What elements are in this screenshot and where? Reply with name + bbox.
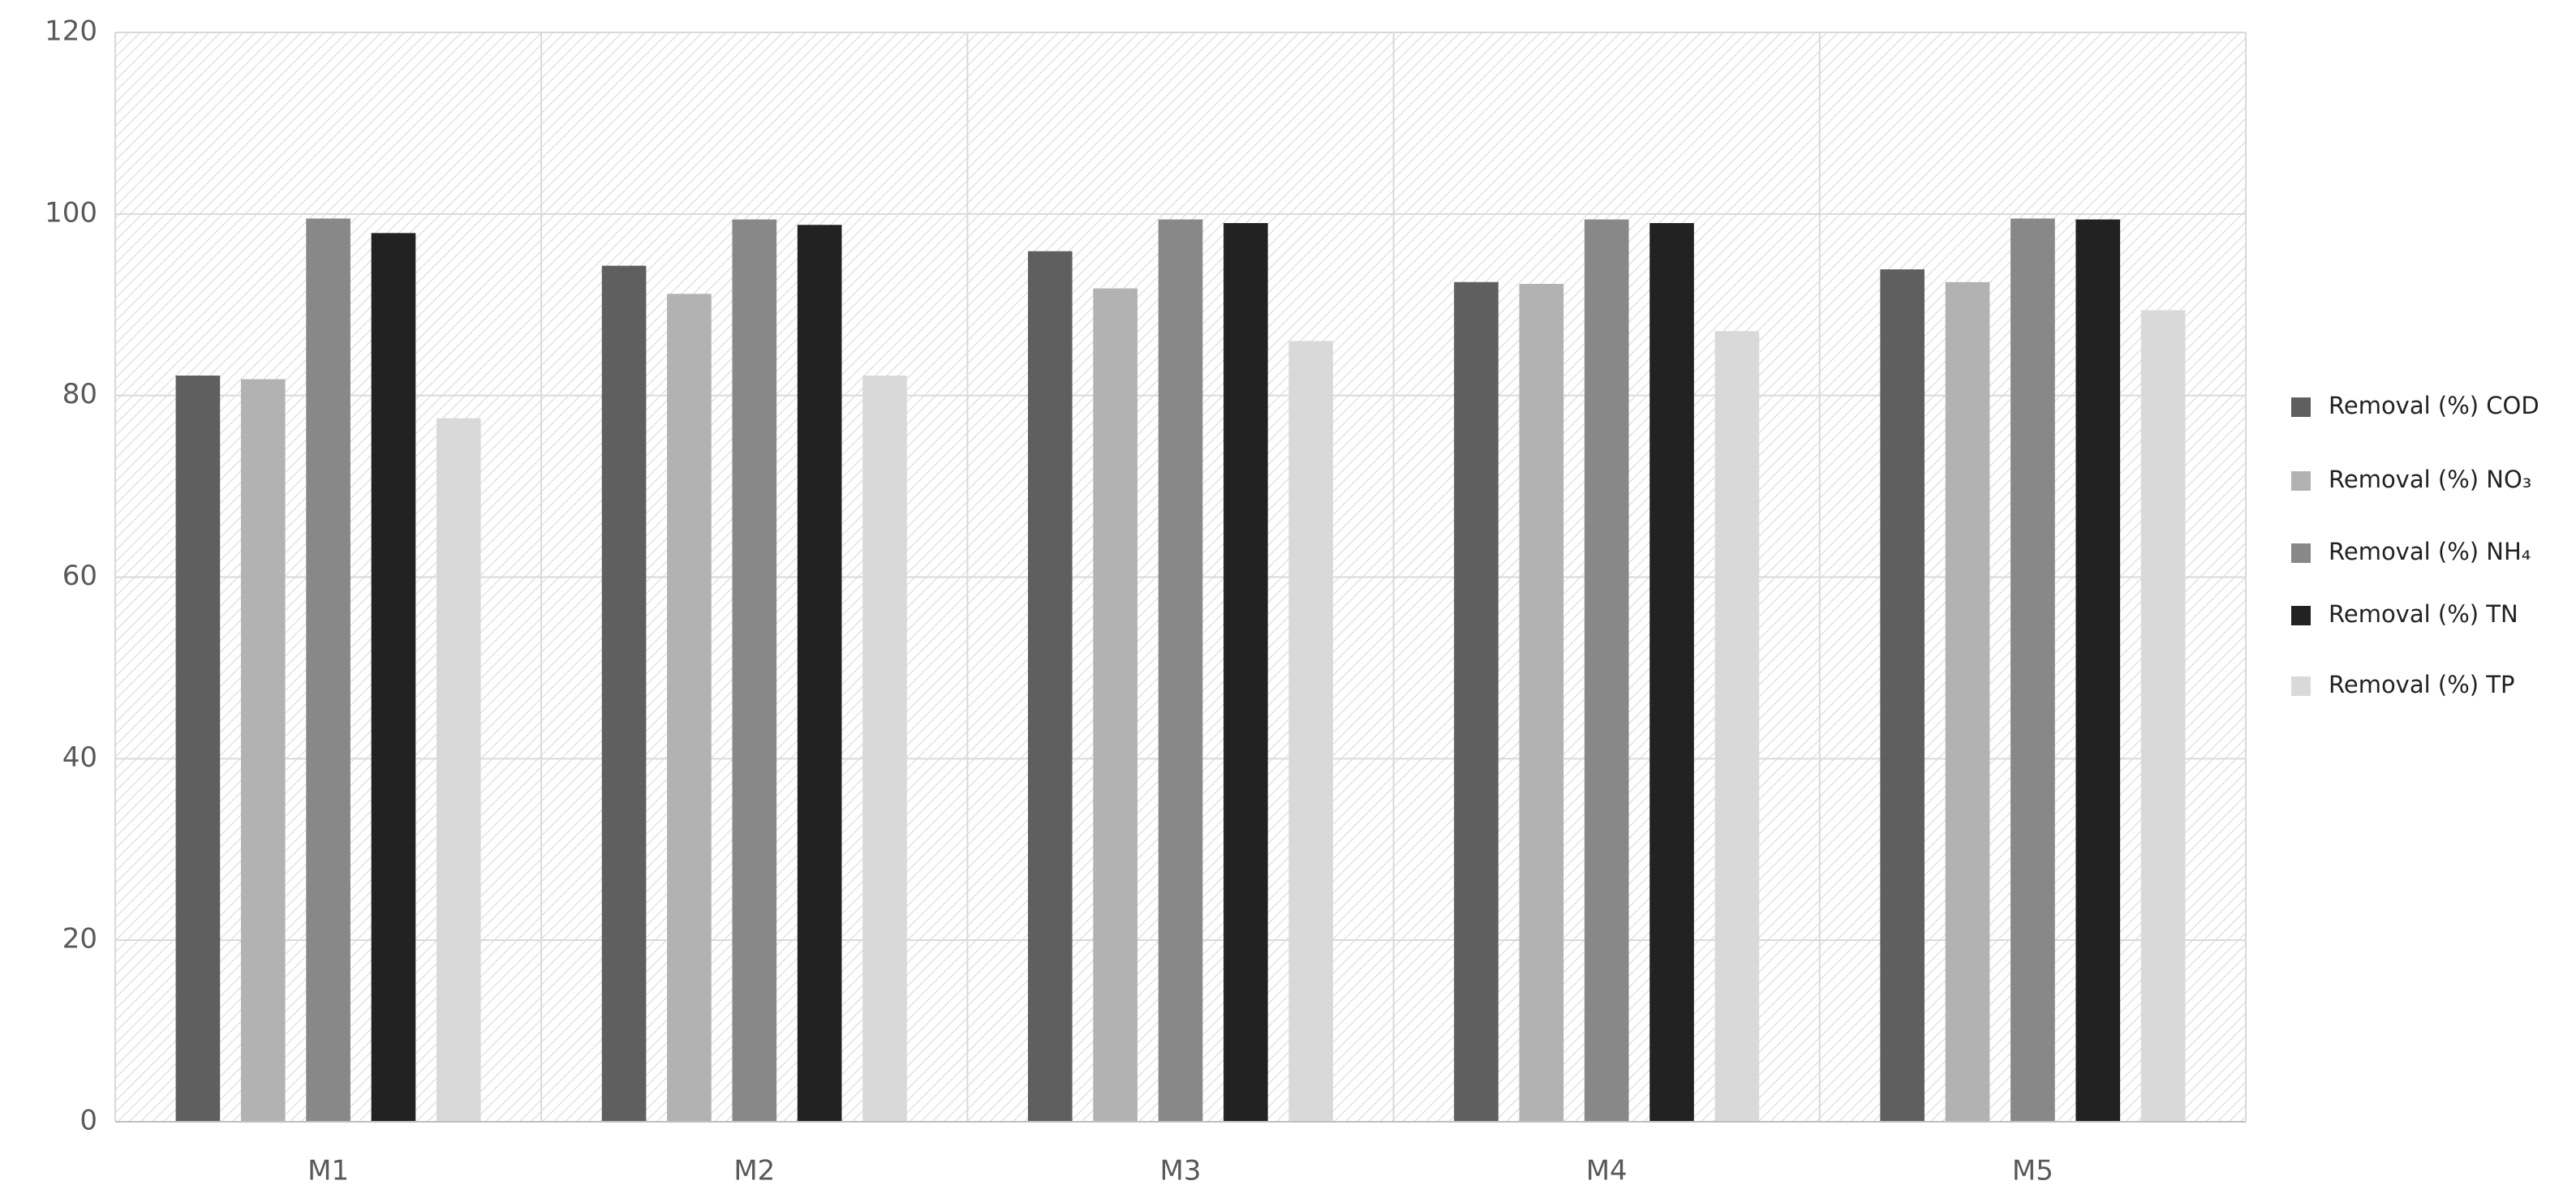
bar [1454,281,1499,1122]
bar [797,225,842,1123]
bar [2140,310,2186,1123]
bar [1880,269,1924,1122]
x-tick-label: M1 [307,1155,349,1187]
y-tick-label: 120 [45,15,97,48]
legend-label: Removal (%) TP [2329,671,2515,698]
bar [1584,219,1629,1122]
legend-swatch [2291,543,2311,563]
bar [1714,331,1760,1123]
bar [1093,288,1137,1123]
bar [1223,223,1268,1122]
bar [240,379,286,1122]
bar [2010,218,2055,1122]
legend-swatch [2291,397,2311,417]
legend-swatch [2291,606,2311,625]
bar [306,218,350,1122]
bar [1288,341,1334,1122]
x-tick-label: M3 [1160,1155,1202,1187]
bar [1649,223,1694,1122]
bar [437,418,481,1122]
y-tick-label: 40 [62,741,97,774]
legend-swatch [2291,471,2311,491]
bar [667,294,712,1122]
x-tick-label: M5 [2012,1155,2053,1187]
legend-label: Removal (%) NH₄ [2329,538,2531,565]
legend-label: Removal (%) NO₃ [2329,466,2531,493]
bar [1027,251,1073,1122]
y-tick-label: 0 [80,1105,97,1137]
y-tick-label: 60 [62,560,97,592]
bar [1945,281,1990,1122]
y-tick-label: 100 [45,196,97,229]
y-tick-label: 80 [62,378,97,410]
x-tick-label: M4 [1586,1155,1628,1187]
x-tick-label: M2 [733,1155,775,1187]
bar [371,233,416,1123]
legend-label: Removal (%) COD [2329,392,2539,419]
legend-swatch [2291,676,2311,696]
bar [1158,219,1203,1122]
bar [1519,284,1564,1122]
bar [732,219,777,1122]
legend-label: Removal (%) TN [2329,600,2518,628]
bar [2075,219,2121,1122]
bar [862,376,907,1122]
y-tick-label: 20 [62,923,97,955]
bar [175,376,221,1122]
bar [601,265,647,1122]
